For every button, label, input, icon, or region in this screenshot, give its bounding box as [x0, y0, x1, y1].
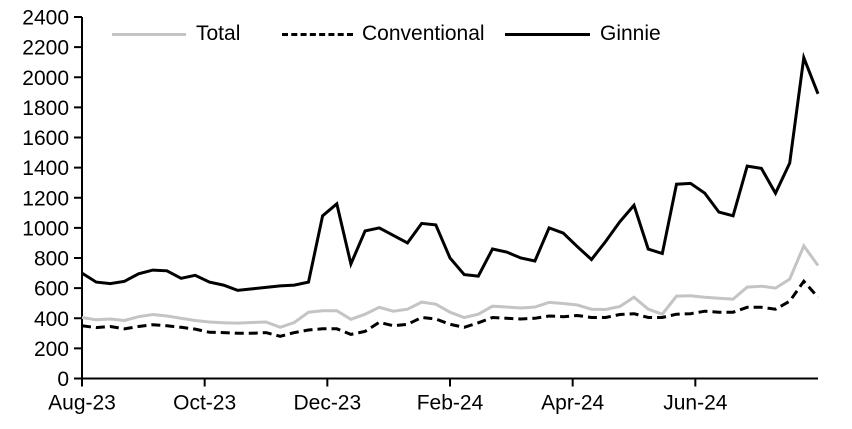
x-tick-label: Feb-24 — [417, 392, 484, 415]
y-tick-label: 1200 — [22, 187, 69, 210]
y-tick-label: 1400 — [22, 157, 69, 180]
legend-label-total: Total — [196, 22, 241, 45]
ginnie-line-swatch-icon — [505, 32, 590, 36]
y-tick-label: 2000 — [22, 67, 69, 90]
legend-item-conventional: Conventional — [282, 21, 485, 47]
series-line-ginnie — [81, 51, 820, 292]
legend-label-conventional: Conventional — [362, 22, 485, 45]
chart-legend: Total Conventional Ginnie — [0, 0, 852, 50]
legend-item-total: Total — [112, 21, 240, 47]
x-tick-label: Aug-23 — [48, 392, 116, 415]
y-tick-label: 2200 — [22, 37, 69, 60]
y-tick-label: 800 — [34, 248, 69, 271]
y-tick-label: 200 — [34, 338, 69, 361]
series-line-conventional — [81, 278, 820, 338]
series-line-total — [81, 242, 820, 329]
y-tick-label: 1600 — [22, 127, 69, 150]
y-tick-label: 0 — [57, 368, 69, 391]
x-tick-label: Jun-24 — [663, 392, 728, 415]
legend-item-ginnie: Ginnie — [505, 21, 661, 47]
x-tick-label: Apr-24 — [541, 392, 604, 415]
total-line-swatch-icon — [112, 32, 186, 36]
y-tick-label: 1000 — [22, 217, 69, 240]
legend-label-ginnie: Ginnie — [600, 22, 661, 45]
y-tick-label: 600 — [34, 278, 69, 301]
y-tick-label: 1800 — [22, 97, 69, 120]
y-tick-label: 400 — [34, 308, 69, 331]
x-tick-label: Oct-23 — [173, 392, 236, 415]
x-tick-label: Dec-23 — [293, 392, 361, 415]
y-tick-label: 2400 — [22, 7, 69, 30]
conventional-line-swatch-icon — [282, 32, 353, 36]
